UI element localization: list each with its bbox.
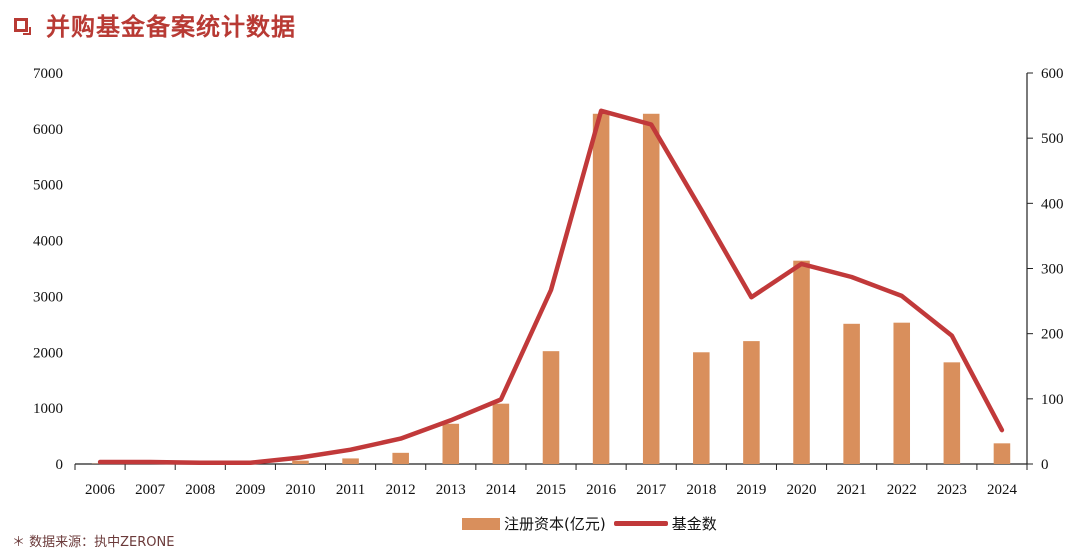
x-tick-label: 2006 — [85, 482, 116, 498]
legend-item-bar: 注册资本(亿元) — [462, 513, 606, 534]
right-y-tick-label: 0 — [1041, 457, 1049, 473]
x-tick-label: 2011 — [336, 482, 365, 498]
line-series-fund-count — [97, 108, 1005, 465]
right-y-tick-label: 500 — [1041, 131, 1064, 147]
legend-bar-label: 注册资本(亿元) — [504, 515, 606, 533]
x-tick-label: 2009 — [235, 482, 265, 498]
page-title: 并购基金备案统计数据 — [46, 12, 296, 41]
legend-line-label: 基金数 — [671, 515, 717, 533]
bar-2014 — [492, 403, 510, 464]
right-y-tick-label: 200 — [1041, 327, 1064, 343]
right-y-tick-label: 600 — [1041, 66, 1064, 82]
bar-2022 — [893, 322, 911, 464]
bar-2024 — [993, 443, 1011, 464]
bar-2010 — [292, 460, 309, 464]
bar-2023 — [943, 362, 961, 464]
x-tick-label: 2010 — [285, 482, 315, 498]
legend-line-swatch — [613, 521, 668, 526]
right-y-tick-label: 100 — [1041, 392, 1064, 408]
title-row: 并购基金备案统计数据 — [14, 6, 296, 42]
legend-item-line: 基金数 — [613, 513, 717, 534]
x-tick-label: 2007 — [135, 482, 166, 498]
left-y-tick-label: 4000 — [33, 234, 63, 250]
right-y-tick-label: 300 — [1041, 262, 1064, 278]
left-y-tick-label: 1000 — [33, 401, 63, 417]
left-y-tick-label: 3000 — [33, 289, 63, 305]
left-y-tick-label: 2000 — [33, 345, 63, 361]
bar-2015 — [542, 351, 560, 464]
bar-2012 — [392, 452, 409, 464]
x-tick-label: 2013 — [436, 482, 466, 498]
bar-2020 — [793, 260, 810, 464]
bar-2017 — [642, 113, 660, 465]
chart-legend: 注册资本(亿元) 基金数 — [462, 513, 725, 534]
x-tick-label: 2019 — [736, 482, 766, 498]
x-tick-label: 2017 — [636, 482, 667, 498]
bar-2019 — [743, 341, 760, 464]
x-tick-label: 2014 — [486, 482, 517, 498]
bar-2021 — [843, 323, 860, 464]
x-tick-label: 2012 — [386, 482, 416, 498]
x-tick-label: 2015 — [536, 482, 566, 498]
tick-labels: 0 1000 2000 3000 4000 5000 6000 7000 0 100 200 300 4… — [33, 66, 1064, 498]
left-y-tick-label: 7000 — [33, 66, 63, 82]
x-tick-label: 2022 — [887, 482, 917, 498]
x-tick-label: 2023 — [937, 482, 967, 498]
x-tick-label: 2008 — [185, 482, 215, 498]
bar-2011 — [342, 458, 359, 464]
x-tick-label: 2018 — [686, 482, 716, 498]
x-tick-label: 2020 — [787, 482, 817, 498]
left-y-tick-label: 5000 — [33, 178, 63, 194]
x-tick-label: 2021 — [837, 482, 867, 498]
legend-bar-swatch — [462, 517, 500, 530]
left-y-tick-label: 0 — [56, 457, 64, 473]
square-bullet-icon — [14, 18, 31, 35]
source-note: ＊ 数据来源：执中ZERONE — [12, 535, 175, 550]
bar-2016 — [592, 113, 610, 465]
x-tick-label: 2024 — [987, 482, 1018, 498]
left-y-tick-label: 6000 — [33, 122, 63, 138]
right-y-tick-label: 400 — [1041, 196, 1064, 212]
x-tick-label: 2016 — [586, 482, 617, 498]
bar-2013 — [442, 423, 460, 464]
bar-series-registered-capital — [91, 113, 1011, 465]
bar-2018 — [693, 352, 710, 464]
